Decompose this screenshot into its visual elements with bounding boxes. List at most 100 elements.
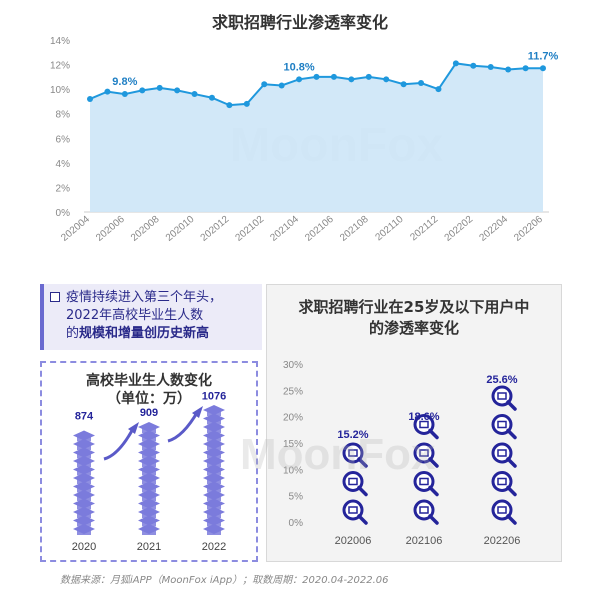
cap-band xyxy=(142,521,156,527)
lens xyxy=(413,471,435,492)
y-tick-label: 14% xyxy=(50,36,70,47)
data-point xyxy=(208,94,215,101)
data-point xyxy=(470,62,477,69)
data-point xyxy=(435,86,442,93)
handle xyxy=(428,514,439,525)
x-tick-label: 202010 xyxy=(164,214,197,244)
magnifier-icon xyxy=(491,385,517,411)
cap-band xyxy=(77,470,91,476)
cap-band xyxy=(207,428,221,433)
y-tick-label: 20% xyxy=(283,413,303,424)
cap-band xyxy=(207,419,221,425)
graduates-value-label: 1076 xyxy=(202,390,226,402)
area-fill xyxy=(90,63,543,212)
y-tick-label: 10% xyxy=(50,85,70,96)
callout-line-1: 疫情持续进入第三个年头， xyxy=(66,290,223,305)
arrow-head-icon xyxy=(128,422,139,434)
cap-band xyxy=(142,436,156,442)
data-point xyxy=(87,95,93,102)
cap-band xyxy=(207,462,221,467)
handle xyxy=(428,485,439,497)
young-users-title: 求职招聘行业在25岁及以下用户中的渗透率变化 xyxy=(298,298,530,337)
magnifier-icon xyxy=(342,499,368,525)
cap-band xyxy=(142,470,156,476)
callout-line-3-prefix: 的 xyxy=(66,326,80,341)
magnifier-icon xyxy=(413,442,439,468)
lens xyxy=(413,414,435,435)
briefcase xyxy=(497,506,507,514)
graduates-unit: （单位：万） xyxy=(107,391,191,407)
data-point xyxy=(191,91,198,98)
cap-band xyxy=(142,445,156,450)
y-tick-label: 6% xyxy=(56,134,71,145)
callout-highlight: 规模和增量创历史新高 xyxy=(79,326,210,341)
x-tick-label: 202108 xyxy=(338,214,371,244)
x-tick-label: 202202 xyxy=(443,214,476,244)
data-point xyxy=(104,88,111,95)
briefcase xyxy=(348,477,358,486)
y-tick-label: 8% xyxy=(56,110,71,121)
briefcase xyxy=(497,392,507,400)
graduates-value-label: 909 xyxy=(140,407,158,419)
handle xyxy=(506,514,517,525)
cap-band xyxy=(207,411,221,416)
young-users-period-label: 202206 xyxy=(484,535,521,547)
y-tick-label: 5% xyxy=(289,492,304,503)
graduates-year-label: 2022 xyxy=(202,541,226,553)
magnifier-icon xyxy=(491,471,517,497)
briefcase xyxy=(348,506,358,514)
callout-text: 疫情持续进入第三个年头， 2022年高校毕业生人数 的规模和增量创历史新高 xyxy=(66,289,258,343)
cap-band xyxy=(142,479,156,484)
lens xyxy=(413,499,435,521)
handle xyxy=(506,485,517,497)
cap-band xyxy=(142,513,156,518)
briefcase xyxy=(348,449,358,457)
magnifier-icon xyxy=(413,499,439,525)
briefcase xyxy=(419,449,429,457)
y-tick-label: 10% xyxy=(283,465,303,476)
x-tick-label: 202012 xyxy=(199,214,232,244)
data-label: 11.7% xyxy=(528,50,559,62)
magnifier-icon xyxy=(342,471,368,497)
cap-band xyxy=(77,445,91,450)
y-tick-label: 2% xyxy=(56,183,71,194)
cap-band xyxy=(142,487,156,493)
magnifier-icon xyxy=(413,471,439,497)
graduation-cap-icon xyxy=(73,430,95,442)
cap-band xyxy=(207,479,221,484)
x-tick-label: 202112 xyxy=(408,214,440,244)
cap-band xyxy=(77,530,91,535)
growth-arrow-icon xyxy=(103,426,136,461)
data-point xyxy=(487,64,494,71)
lens xyxy=(413,442,435,464)
data-point xyxy=(313,73,320,80)
data-point xyxy=(296,76,303,83)
briefcase xyxy=(497,449,507,457)
briefcase xyxy=(419,420,429,429)
y-tick-label: 15% xyxy=(283,439,303,450)
cap-band xyxy=(77,496,91,501)
lens xyxy=(342,499,364,521)
handle xyxy=(506,457,517,468)
cap-band xyxy=(142,530,156,535)
magnifier-icon xyxy=(491,442,517,468)
callout-line-3: 的规模和增量创历史新高 xyxy=(66,325,258,343)
data-point xyxy=(522,65,529,72)
cap-band xyxy=(77,453,91,459)
lens xyxy=(491,442,513,464)
cap-band xyxy=(142,496,156,501)
cap-band xyxy=(207,445,221,450)
cap-band xyxy=(207,504,221,510)
x-tick-label: 202110 xyxy=(373,214,405,244)
x-tick-label: 202204 xyxy=(477,214,510,244)
main-chart-title: 求职招聘行业渗透率变化 xyxy=(211,13,388,32)
handle xyxy=(357,514,368,525)
cap-band xyxy=(77,521,91,527)
briefcase xyxy=(419,477,429,486)
handle xyxy=(428,428,439,440)
data-point xyxy=(365,73,372,80)
cap-band xyxy=(207,530,221,535)
x-tick-label: 202104 xyxy=(268,214,301,244)
growth-arrow-icon xyxy=(167,410,200,443)
data-point xyxy=(278,82,285,89)
